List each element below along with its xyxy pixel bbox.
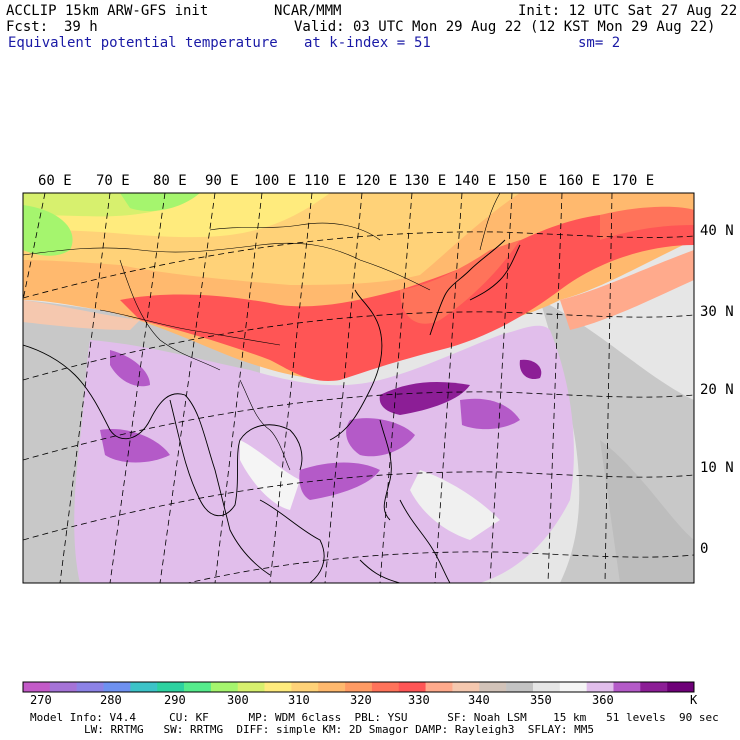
legend-tick: 360: [592, 693, 614, 707]
legend-tick: 280: [100, 693, 122, 707]
latitude-labels: 40 N 30 N 20 N 10 N 0: [700, 223, 734, 557]
graticule: [23, 193, 694, 583]
lat-label: 30 N: [700, 304, 734, 320]
longitude-labels: 60 E 70 E 80 E 90 E 100 E 110 E 120 E 13…: [38, 173, 654, 189]
lat-label: 0: [700, 541, 708, 557]
init-time: Init: 12 UTC Sat 27 Aug 22: [518, 3, 738, 19]
forecast-hour: 39 h: [64, 19, 98, 35]
legend-swatch: [318, 682, 346, 692]
legend-swatch: [291, 682, 319, 692]
level-value: 51: [414, 35, 431, 51]
lon-label: 140 E: [454, 173, 496, 189]
legend-swatch: [49, 682, 77, 692]
legend-swatch: [586, 682, 614, 692]
lon-label: 120 E: [355, 173, 397, 189]
forecast-label: Fcst:: [6, 19, 49, 35]
valid-time: Valid: 03 UTC Mon 29 Aug 22 (12 KST Mon …: [294, 19, 716, 35]
legend-swatch: [667, 682, 695, 692]
plot-frame: [22, 192, 695, 584]
model-title: ACCLIP 15km ARW-GFS init: [6, 3, 209, 19]
legend-swatch: [398, 682, 426, 692]
legend-swatch: [452, 682, 480, 692]
legend-swatch: [532, 682, 561, 692]
legend-swatch: [23, 682, 51, 692]
lon-label: 170 E: [612, 173, 654, 189]
legend-swatch: [103, 682, 131, 692]
lon-label: 80 E: [153, 173, 187, 189]
legend-tick: 320: [350, 693, 372, 707]
legend-frame: [22, 681, 695, 693]
lat-label: 10 N: [700, 460, 734, 476]
lon-label: 160 E: [558, 173, 600, 189]
lon-label: 100 E: [254, 173, 296, 189]
field-name: Equivalent potential temperature: [8, 35, 278, 51]
organization-label: NCAR/MMM: [274, 3, 342, 19]
theta-e-field: [23, 193, 694, 583]
legend-tick: 290: [164, 693, 186, 707]
legend-swatch: [640, 682, 668, 692]
legend-swatch: [130, 682, 158, 692]
legend-swatch: [210, 682, 239, 692]
legend-swatch: [264, 682, 292, 692]
legend-swatch: [371, 682, 400, 692]
coastlines: [23, 239, 521, 583]
lon-label: 60 E: [38, 173, 72, 189]
legend-tick: 270: [30, 693, 52, 707]
legend-swatch: [613, 682, 641, 692]
lon-label: 70 E: [96, 173, 130, 189]
color-legend: [22, 681, 695, 693]
legend-swatch: [479, 682, 507, 692]
legend-swatch: [559, 682, 587, 692]
smoothing-label: sm= 2: [578, 35, 621, 51]
lon-label: 90 E: [205, 173, 239, 189]
model-info-line-2: LW: RRTMG SW: RRTMG DIFF: simple KM: 2D …: [84, 723, 594, 736]
legend-swatch: [506, 682, 534, 692]
legend-swatch: [76, 682, 104, 692]
legend-swatch: [184, 682, 212, 692]
legend-tick: 300: [227, 693, 249, 707]
legend-swatch: [157, 682, 185, 692]
legend-swatch: [237, 682, 265, 692]
legend-swatch: [345, 682, 373, 692]
legend-tick-labels: 270 280 290 300 310 320 330 340 350 360 …: [30, 693, 698, 707]
lat-label: 20 N: [700, 382, 734, 398]
level-label: at k-index =: [304, 35, 406, 51]
country-borders: [23, 193, 501, 471]
legend-tick: 310: [288, 693, 310, 707]
legend-unit: K: [690, 693, 698, 707]
legend-tick: 330: [408, 693, 430, 707]
legend-tick: 340: [468, 693, 490, 707]
model-info-line-1: Model Info: V4.4 CU: KF MP: WDM 6class P…: [30, 711, 719, 724]
lon-label: 110 E: [304, 173, 346, 189]
lat-label: 40 N: [700, 223, 734, 239]
legend-tick: 350: [530, 693, 552, 707]
legend-swatch: [425, 682, 453, 692]
lon-label: 130 E: [404, 173, 446, 189]
lon-label: 150 E: [505, 173, 547, 189]
